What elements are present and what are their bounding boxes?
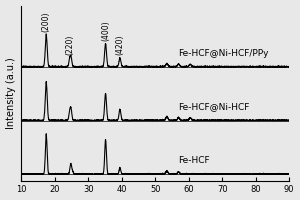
Y-axis label: Intensity (a.u.): Intensity (a.u.) bbox=[6, 57, 16, 129]
Text: (200): (200) bbox=[42, 11, 51, 32]
Text: Fe-HCF@Ni-HCF: Fe-HCF@Ni-HCF bbox=[178, 102, 250, 111]
Text: (400): (400) bbox=[101, 20, 110, 41]
Text: Fe-HCF@Ni-HCF/PPy: Fe-HCF@Ni-HCF/PPy bbox=[178, 49, 269, 58]
Text: (220): (220) bbox=[66, 35, 75, 55]
Text: (420): (420) bbox=[116, 35, 124, 55]
Text: Fe-HCF: Fe-HCF bbox=[178, 156, 210, 165]
